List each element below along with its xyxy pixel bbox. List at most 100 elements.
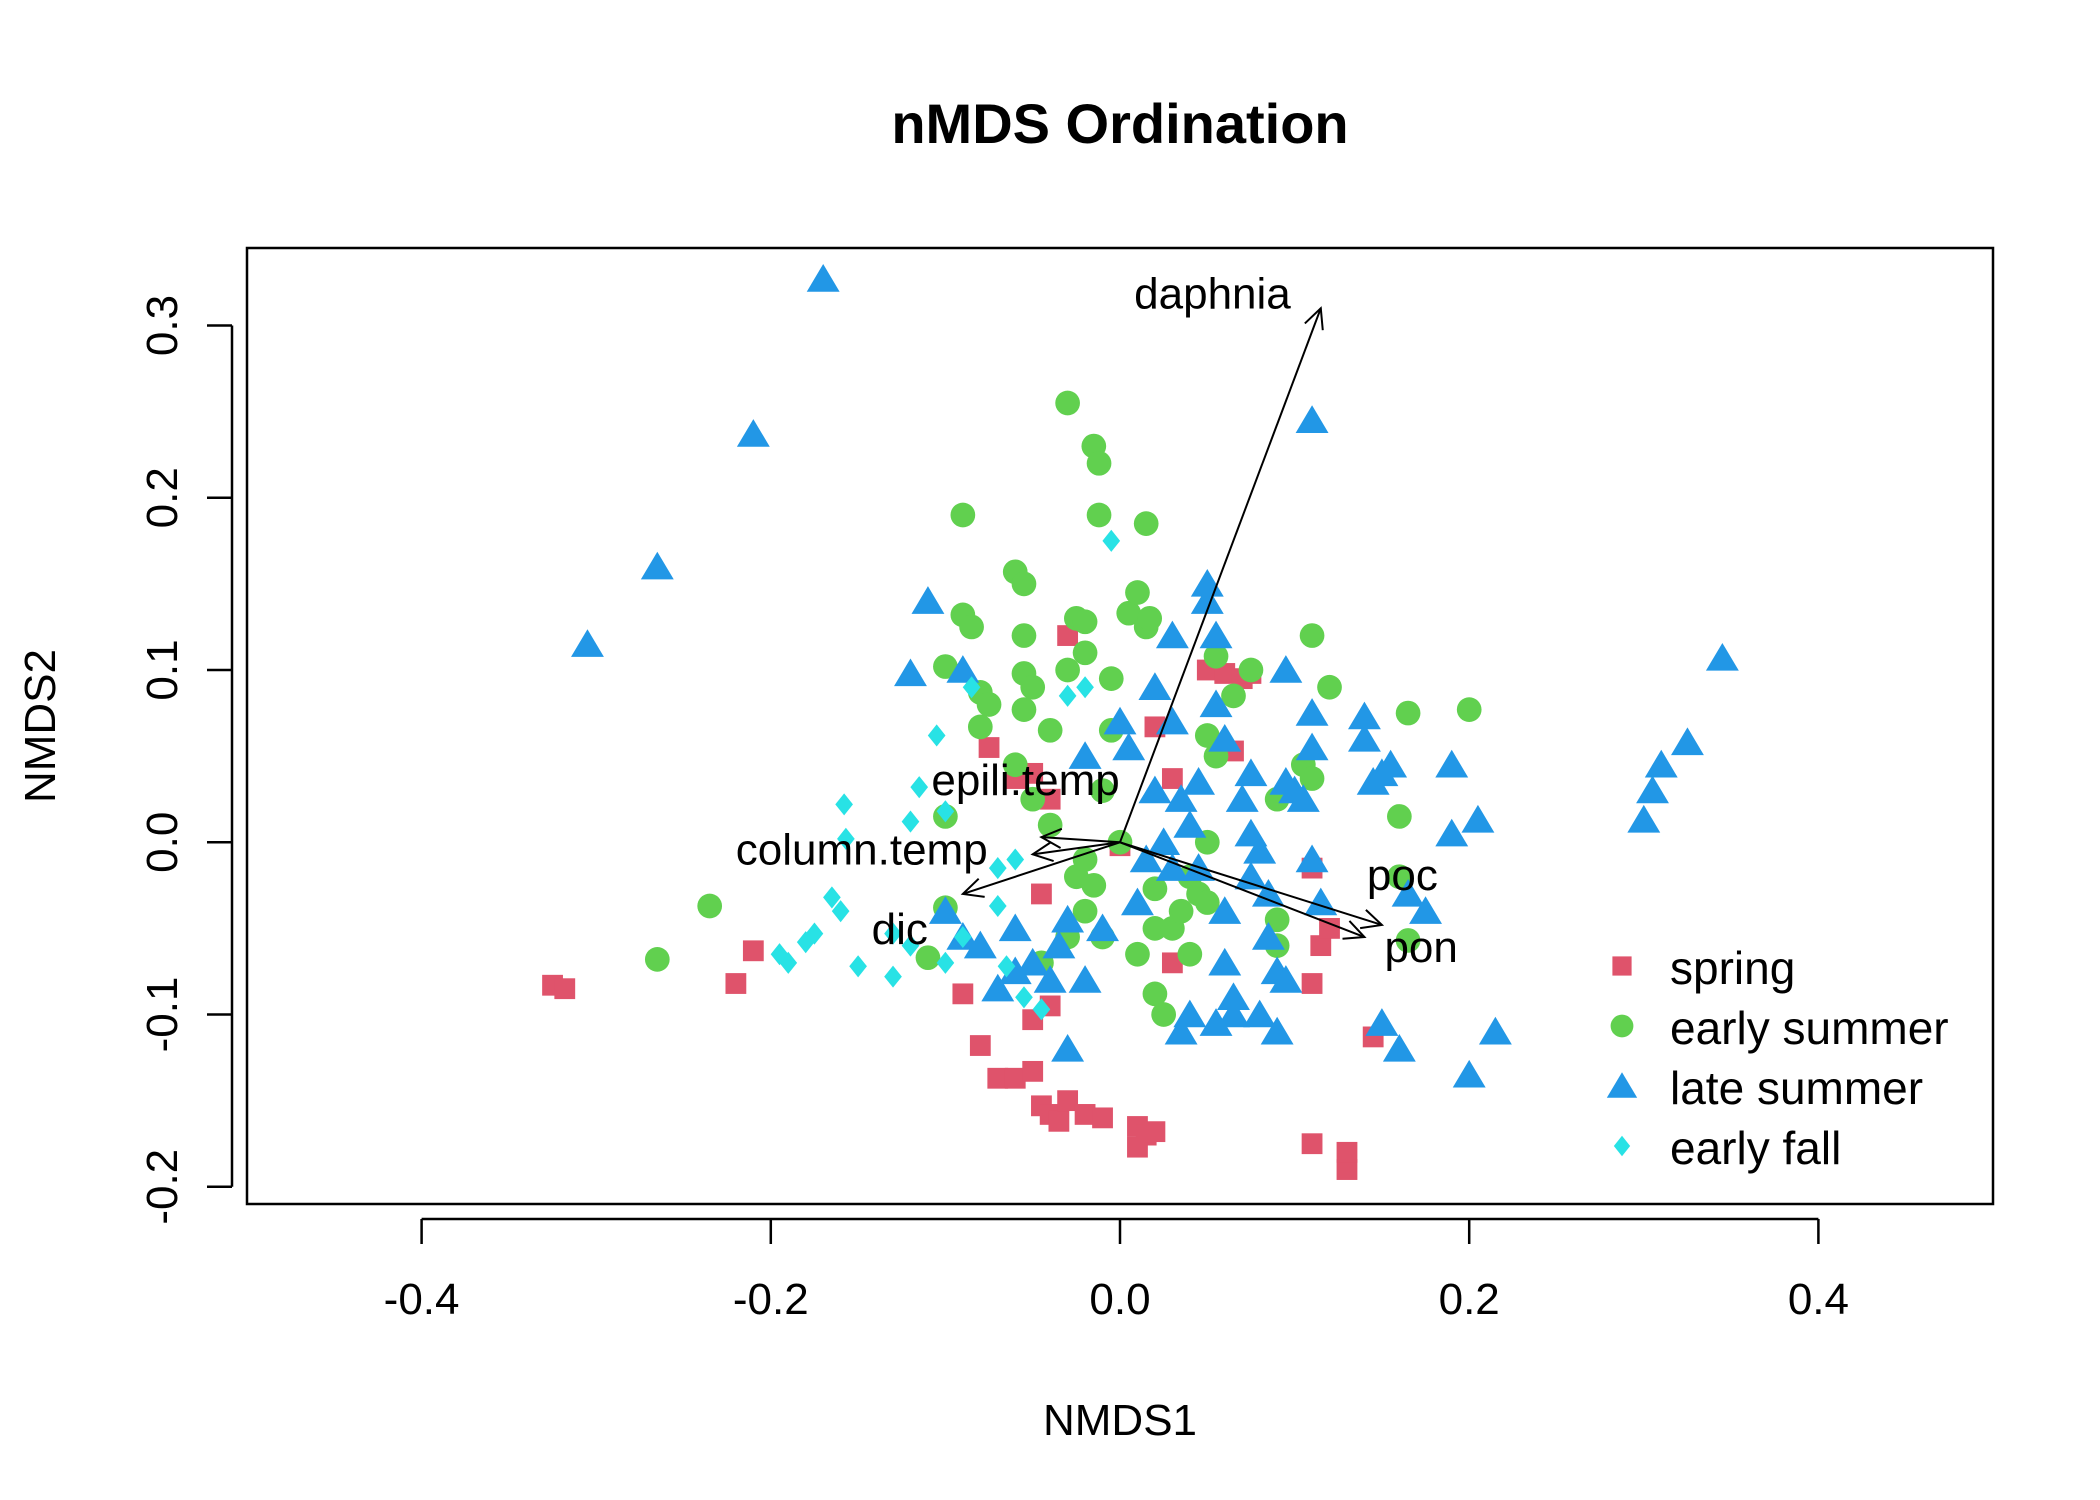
point-early-summer (1177, 941, 1203, 967)
point-late-summer (1644, 749, 1678, 778)
chart-title: nMDS Ordination (891, 92, 1348, 155)
point-late-summer (1138, 672, 1172, 700)
vector-arrow-head (1342, 920, 1367, 940)
point-late-summer (1164, 784, 1198, 812)
series-early-fall (770, 529, 1121, 1021)
point-early-summer (1086, 502, 1112, 528)
series-spring (542, 625, 1384, 1180)
point-late-summer (1243, 835, 1277, 864)
point-early-summer (959, 614, 984, 640)
point-spring (1022, 762, 1044, 784)
y-tick-label: 0.0 (138, 812, 187, 873)
point-late-summer (1374, 749, 1408, 778)
point-late-summer (1409, 896, 1442, 924)
point-late-summer (1627, 804, 1661, 833)
point-late-summer (1225, 784, 1259, 812)
point-early-fall (988, 857, 1007, 880)
point-early-fall (901, 934, 920, 957)
point-spring (1039, 788, 1061, 810)
point-late-summer (1147, 827, 1181, 855)
plot-frame (245, 246, 1995, 1206)
point-early-summer (1011, 623, 1037, 648)
point-late-summer (1217, 999, 1250, 1028)
point-early-summer (1133, 511, 1159, 536)
point-early-fall (835, 793, 853, 816)
vector-pon: pon (1119, 841, 1458, 972)
point-early-summer (1194, 723, 1220, 748)
point-early-summer (1125, 580, 1150, 605)
vector-arrow-shaft (1119, 307, 1322, 843)
point-early-summer (1168, 898, 1194, 924)
y-axis: -0.2 -0.1 0.0 0.1 0.2 0.3 (138, 295, 234, 1225)
point-late-summer (1086, 913, 1119, 942)
legend-label-spring: spring (1670, 942, 1795, 994)
y-tick-label: 0.2 (138, 467, 187, 528)
point-early-fall (796, 931, 815, 954)
point-early-summer (1151, 1002, 1176, 1027)
point-early-summer (1142, 981, 1168, 1007)
point-late-summer (1452, 1059, 1486, 1088)
point-spring (1310, 935, 1332, 957)
biplot-vectors: daphnia epili.temp column.temp dic poc pon (736, 269, 1458, 972)
point-late-summer (1121, 887, 1154, 916)
point-early-summer (1264, 907, 1290, 933)
point-early-summer (933, 654, 958, 679)
point-early-summer (1221, 683, 1246, 709)
point-late-summer (928, 896, 962, 924)
y-tick-label: 0.3 (138, 295, 187, 356)
point-early-fall (988, 894, 1007, 918)
point-early-fall (779, 951, 798, 974)
point-early-summer (1055, 390, 1080, 416)
point-early-fall (823, 886, 841, 909)
point-spring (1214, 663, 1236, 684)
point-early-summer (1037, 717, 1063, 743)
point-spring (1144, 1121, 1166, 1143)
point-late-summer (1208, 947, 1242, 976)
point-late-summer (1636, 775, 1669, 804)
legend-item-late-summer: late summer (1606, 1062, 1923, 1114)
vector-label: daphnia (1134, 269, 1291, 318)
point-late-summer (1190, 586, 1224, 614)
point-late-summer (1129, 844, 1163, 873)
point-spring (1022, 1060, 1044, 1082)
point-late-summer (911, 586, 945, 614)
x-axis: -0.4 -0.2 0.0 0.2 0.4 (384, 1217, 1849, 1324)
point-early-fall (1015, 986, 1033, 1009)
point-early-summer (1072, 847, 1098, 872)
legend-marker-late-summer (1606, 1072, 1638, 1098)
point-early-summer (1203, 643, 1229, 669)
point-late-summer (806, 264, 840, 292)
point-early-summer (644, 947, 670, 972)
point-spring (1336, 1159, 1358, 1180)
legend-marker-spring (1612, 956, 1632, 976)
vector-daphnia: daphnia (1119, 269, 1324, 843)
point-early-summer (1098, 666, 1124, 691)
point-early-summer (1395, 700, 1421, 726)
point-late-summer (1068, 741, 1102, 769)
point-early-summer (1299, 623, 1325, 648)
point-early-fall (936, 800, 955, 823)
point-spring (1161, 768, 1183, 789)
point-early-summer (1020, 786, 1046, 812)
point-late-summer (1705, 643, 1739, 671)
legend-marker-early-summer (1610, 1014, 1634, 1038)
point-late-summer (1042, 930, 1076, 959)
y-tick-label: -0.1 (138, 977, 187, 1053)
point-early-summer (1072, 640, 1098, 666)
vector-label: pon (1384, 923, 1457, 972)
point-late-summer (571, 629, 604, 657)
point-early-summer (1142, 916, 1168, 941)
point-early-fall (954, 925, 972, 949)
point-early-fall (831, 900, 850, 923)
vector-label: dic (872, 905, 928, 954)
legend-label-early-summer: early summer (1670, 1002, 1949, 1054)
legend-item-early-fall: early fall (1613, 1122, 1841, 1174)
vector-label: epili.temp (931, 756, 1119, 805)
point-late-summer (1208, 896, 1242, 924)
point-early-fall (805, 922, 824, 945)
point-late-summer (1478, 1016, 1512, 1045)
point-early-fall (849, 955, 867, 978)
point-late-summer (998, 956, 1032, 985)
vector-arrow-shaft (1119, 841, 1365, 938)
point-late-summer (1051, 1034, 1085, 1062)
